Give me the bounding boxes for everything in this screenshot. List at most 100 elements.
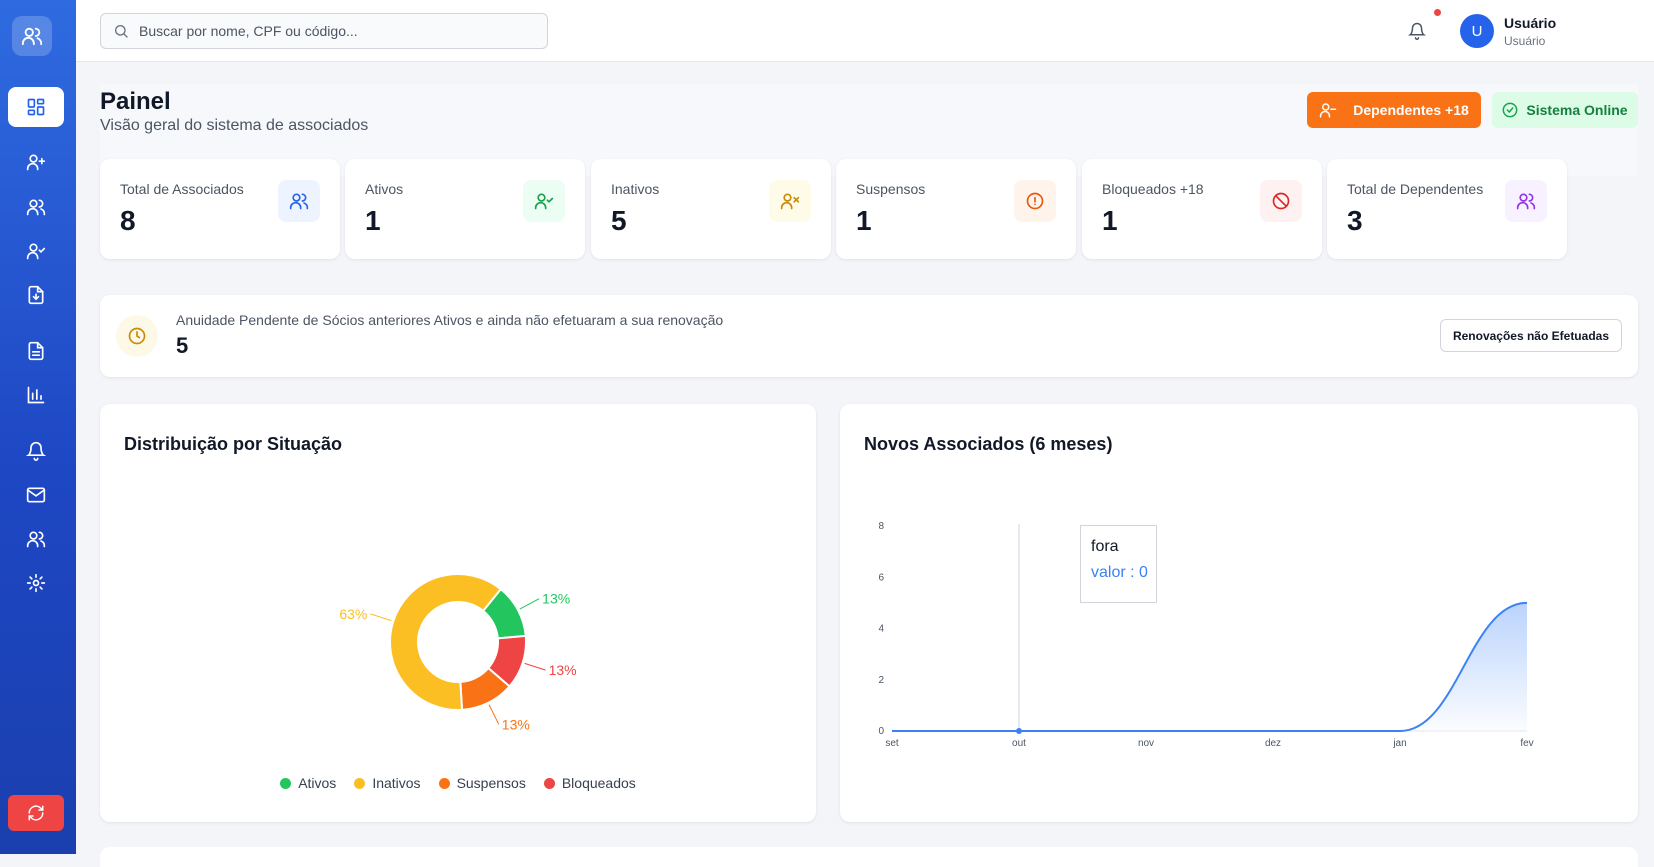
- legend-item[interactable]: Ativos: [280, 775, 336, 791]
- stat-value: 5: [611, 205, 627, 236]
- topbar: [76, 0, 1654, 62]
- stat-value: 3: [1347, 205, 1363, 236]
- sidebar: [0, 0, 76, 854]
- stat-card: Suspensos 1: [836, 159, 1076, 259]
- legend-dot: [354, 777, 366, 789]
- renewal-value: 5: [176, 333, 189, 358]
- sidebar-item-notifications[interactable]: [8, 431, 64, 471]
- tooltip-value: valor : 0: [1091, 564, 1148, 581]
- stat-label: Total de Dependentes: [1347, 181, 1484, 197]
- legend-label: Inativos: [372, 775, 421, 791]
- pending-renewals-button[interactable]: Renovações não Efetuadas: [1439, 319, 1622, 352]
- legend-item[interactable]: Inativos: [354, 775, 421, 791]
- refresh-button[interactable]: [8, 795, 64, 831]
- donut-label-line: [519, 598, 540, 610]
- donut-slice-inativos[interactable]: [389, 573, 503, 711]
- stat-value: 1: [1102, 205, 1118, 236]
- stat-card: Inativos 5: [591, 159, 831, 259]
- bar-chart-icon: [27, 386, 45, 404]
- stat-value: 8: [120, 205, 136, 236]
- legend-label: Ativos: [298, 775, 337, 791]
- status-badge-label: Sistema Online: [1526, 102, 1628, 118]
- ban-icon: [1260, 180, 1302, 222]
- x-tick-label: jan: [1392, 738, 1406, 749]
- notification-bell-icon[interactable]: [1404, 18, 1430, 44]
- sidebar-item-messages[interactable]: [8, 475, 64, 515]
- legend-dot: [543, 777, 555, 789]
- users-logo-icon[interactable]: [12, 16, 52, 56]
- y-tick-label: 6: [878, 572, 884, 583]
- notification-badge: [1434, 9, 1441, 16]
- donut-legend: Ativos Inativos Suspensos Bloqueados: [100, 775, 816, 791]
- legend-item[interactable]: Bloqueados: [543, 775, 636, 791]
- donut-label-line: [524, 662, 546, 671]
- user-plus-icon: [26, 154, 46, 171]
- x-tick-label: nov: [1138, 738, 1154, 749]
- donut-chart-title: Distribuição por Situação: [124, 434, 343, 454]
- stat-value: 1: [365, 205, 381, 236]
- file-download-icon: [28, 285, 44, 305]
- stat-label: Total de Associados: [120, 181, 244, 197]
- series-line: [892, 601, 1528, 732]
- user-minus-icon: [1319, 103, 1337, 118]
- dashboard-icon: [27, 98, 45, 116]
- main-content: Painel Visão geral do sistema de associa…: [76, 62, 1654, 867]
- search-icon: [115, 25, 128, 38]
- area-chart: 0 2 4 6 8 set out nov dez jan fev: [878, 521, 1533, 749]
- y-tick-label: 4: [878, 624, 884, 635]
- users-icon: [278, 180, 320, 222]
- alert-circle-icon: [1014, 180, 1056, 222]
- user-check-icon: [523, 180, 565, 222]
- search-input[interactable]: [139, 23, 529, 39]
- area-chart-title: Novos Associados (6 meses): [864, 434, 1113, 454]
- sidebar-item-settings[interactable]: [8, 563, 64, 603]
- stat-label: Inativos: [611, 181, 660, 197]
- new-members-card: Novos Associados (6 meses) 0 2 4 6 8 set out no…: [840, 404, 1638, 822]
- sidebar-item-documents[interactable]: [8, 331, 64, 371]
- user-name: Usuário: [1504, 15, 1557, 31]
- sidebar-item-members[interactable]: [8, 187, 64, 227]
- sidebar-item-users[interactable]: [8, 519, 64, 559]
- donut-data-label: 13%: [549, 662, 577, 678]
- status-distribution-card: Distribuição por Situação 13% 13% 13% 63% A…: [100, 404, 816, 822]
- stat-card: Total de Associados 8: [100, 159, 340, 259]
- legend-dot: [280, 777, 292, 789]
- x-tick-label: fev: [1520, 738, 1533, 749]
- legend-label: Bloqueados: [561, 775, 636, 791]
- stat-label: Suspensos: [856, 181, 926, 197]
- sidebar-item-active-members[interactable]: [8, 231, 64, 271]
- donut-data-label: 63%: [339, 606, 367, 622]
- chart-tooltip: fora valor : 0: [1080, 525, 1157, 603]
- tooltip-title: fora: [1091, 538, 1119, 555]
- sidebar-item-reports[interactable]: [8, 375, 64, 415]
- donut-chart: 13% 13% 13% 63%: [339, 573, 577, 732]
- page-title: Painel: [100, 88, 171, 115]
- stat-value: 1: [856, 205, 872, 236]
- system-status-badge: Sistema Online: [1492, 92, 1638, 128]
- y-tick-label: 0: [878, 726, 884, 737]
- clock-icon: [116, 315, 158, 357]
- y-tick-label: 8: [878, 521, 884, 532]
- avatar[interactable]: U: [1460, 14, 1494, 48]
- x-tick-label: dez: [1265, 738, 1281, 749]
- renewal-text: Anuidade Pendente de Sócios anteriores A…: [176, 312, 724, 328]
- users-icon: [26, 199, 46, 216]
- users-icon: [26, 531, 46, 548]
- sidebar-item-import[interactable]: [8, 275, 64, 315]
- sidebar-item-dashboard[interactable]: [8, 87, 64, 127]
- bell-icon: [26, 441, 46, 461]
- bottom-card: [100, 847, 1638, 867]
- search-box[interactable]: [100, 13, 548, 49]
- stat-card: Bloqueados +18 1: [1082, 159, 1322, 259]
- users-icon: [1505, 180, 1547, 222]
- stat-card: Total de Dependentes 3: [1327, 159, 1567, 259]
- legend-item[interactable]: Suspensos: [438, 775, 526, 791]
- donut-data-label: 13%: [502, 716, 530, 732]
- sidebar-item-add-user[interactable]: [8, 142, 64, 182]
- renewal-pending-card: Anuidade Pendente de Sócios anteriores A…: [100, 295, 1638, 377]
- refresh-icon: [28, 805, 44, 821]
- area-fill: [892, 602, 1527, 731]
- file-text-icon: [28, 341, 44, 361]
- dependents-button[interactable]: Dependentes +18: [1307, 92, 1481, 128]
- donut-label-line: [488, 704, 500, 725]
